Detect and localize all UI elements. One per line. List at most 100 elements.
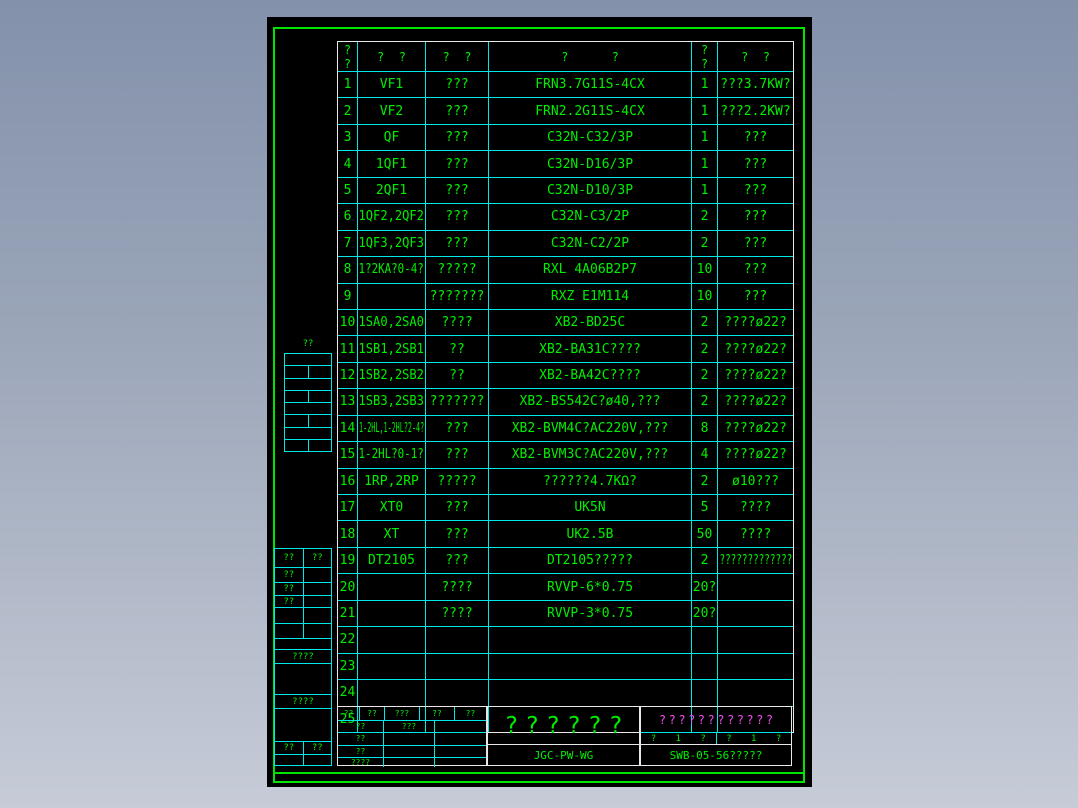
cad-drawing-canvas[interactable]: ? ? ? ? ? ? ? ? ? ? ? ? 1 VF1??? FRN3.7G11… (267, 17, 812, 787)
table-row: 16 1RP,2RP????? ??????4.7KΩ? 2 ø10??? (338, 467, 793, 494)
cell-symbol (357, 627, 425, 653)
cell-qty: 5 (691, 495, 717, 521)
table-row: 19 DT2105??? DT2105????? 2????????????? (338, 546, 793, 574)
cell-qty (691, 706, 717, 732)
cell-no: 4 (343, 156, 352, 172)
cell-symbol: VF2 (357, 98, 425, 124)
left-bottom-cells: ?? ?? (275, 741, 331, 754)
cell-qty: 10 (691, 257, 717, 283)
header-remark: ? ? (717, 42, 793, 71)
cell-model: XB2-BS542C?ø40,??? (488, 389, 691, 415)
sheet-number-row: ? 1 ? ? 1 ? (641, 732, 791, 744)
cell-qty: 10 (691, 283, 717, 309)
cell-no: 8 (343, 262, 352, 278)
cell-model: C32N-D16/3P (488, 151, 691, 177)
header-qty-line2: ? (700, 56, 709, 71)
cell-model: C32N-C32/3P (488, 124, 691, 151)
cell-symbol: 1SB2,2SB2 (357, 362, 425, 389)
cell-symbol: 2QF1 (357, 177, 425, 204)
cell-name (425, 706, 488, 732)
header-symbol: ? ? (357, 42, 425, 71)
cell-no: 13 (339, 394, 356, 410)
cell-name: ????? (425, 257, 488, 283)
cell-name (425, 680, 488, 706)
left-label-b: ???? (275, 694, 331, 708)
cell-no: 21 (339, 605, 356, 621)
cell-remark: ????ø22? (717, 309, 793, 336)
cell-symbol: 1SB3,2SB3 (357, 389, 425, 415)
table-row: 20???? RVVP-6*0.75 20? (338, 573, 793, 600)
table-row: 24 (338, 679, 793, 706)
cell-model: ??????4.7KΩ? (488, 468, 691, 494)
cell-no: 2 (343, 103, 352, 119)
cell-model: C32N-C2/2P (488, 230, 691, 257)
cell-no: 20 (339, 579, 356, 595)
cell-name: ???? (425, 600, 488, 627)
cell-qty: 2 (691, 230, 717, 257)
cell-no: 19 (339, 553, 356, 569)
table-row: 10 1SA0,2SA0???? XB2-BD25C 2 ????ø22? (338, 308, 793, 336)
cell-symbol: XT0 (357, 495, 425, 521)
cell-no: 3 (343, 130, 352, 146)
cell-qty: 50 (691, 521, 717, 547)
left-upper-block (284, 353, 332, 452)
cell-qty: 1 (691, 72, 717, 98)
cell-remark: ø10??? (717, 468, 793, 494)
cell-name: ??? (425, 230, 488, 257)
cell-no: 11 (339, 341, 356, 357)
header-seq-line2: ? (343, 56, 352, 71)
cell-name: ??? (425, 124, 488, 151)
cell-no: 17 (339, 500, 356, 516)
cell-remark: ????ø22? (717, 362, 793, 389)
cell-name: ??????? (425, 389, 488, 415)
table-row: 13 1SB3,2SB3??????? XB2-BS542C?ø40,??? 2???… (338, 388, 793, 415)
cell-qty: 20? (691, 600, 717, 627)
cell-name: ??? (425, 495, 488, 521)
cell-no: 12 (339, 368, 356, 384)
cell-remark (717, 706, 793, 732)
cell-remark: ??? (717, 257, 793, 283)
cell-symbol: 1?2KA?0-4? (357, 257, 425, 283)
cell-symbol: 1QF3,2QF3 (357, 230, 425, 257)
cell-remark: ????ø22? (717, 415, 793, 442)
left-upper-label: ?? (302, 339, 314, 349)
table-row: 2 VF2??? FRN2.2G11S-4CX 1 ???2.2KW? (338, 97, 793, 124)
cell-model: C32N-D10/3P (488, 177, 691, 204)
cell-no: 1 (343, 77, 352, 93)
cell-remark: ??? (717, 177, 793, 204)
cell-symbol: 1-2HL,1-2HL?2-4? (357, 415, 425, 442)
header-qty: ? ? (691, 42, 717, 71)
cell-model: RXZ E1M114 (488, 283, 691, 309)
header-name: ? ? (425, 42, 488, 71)
cell-remark: ???? (717, 495, 793, 521)
cell-remark: ????ø22? (717, 442, 793, 468)
table-row: 6 1QF2,2QF2??? C32N-C3/2P 2??? (338, 203, 793, 230)
project-title: ???????????? (658, 712, 776, 727)
header-model: ? ? (488, 42, 691, 71)
cell-qty (691, 627, 717, 653)
header-seq: ? ? (338, 42, 357, 71)
cell-model: XB2-BA42C???? (488, 362, 691, 389)
cell-model: C32N-C3/2P (488, 204, 691, 230)
cell-model: RVVP-6*0.75 (488, 574, 691, 600)
cell-qty: 1 (691, 98, 717, 124)
cell-qty: 1 (691, 177, 717, 204)
left-lower-block: ?? ?? ?? ?? ?? ???? ???? ?? ?? (274, 548, 332, 766)
cell-name: ??? (425, 442, 488, 468)
table-row: 9??????? RXZ E1M114 10??? (338, 282, 793, 309)
table-row: 12 1SB2,2SB2?? XB2-BA42C???? 2 ????ø22? (338, 361, 793, 389)
table-row: 17 XT0??? UK5N 5???? (338, 494, 793, 521)
cell-no: 15 (339, 447, 356, 463)
cell-no: 10 (339, 315, 356, 331)
cell-qty: 8 (691, 415, 717, 442)
cell-name: ??? (425, 151, 488, 177)
document-number: SWB-05-56????? (641, 744, 791, 765)
cell-no: 5 (343, 182, 352, 198)
cell-model (488, 706, 691, 732)
cell-remark: ????ø22? (717, 389, 793, 415)
cell-qty: 2 (691, 389, 717, 415)
cell-symbol: DT2105 (357, 547, 425, 574)
table-row: 8 1?2KA?0-4?????? RXL 4A06B2P7 10??? (338, 256, 793, 283)
cell-symbol (357, 283, 425, 309)
table-row: 14 1-2HL,1-2HL?2-4???? XB2-BVM4C?AC220V,??… (338, 414, 793, 442)
